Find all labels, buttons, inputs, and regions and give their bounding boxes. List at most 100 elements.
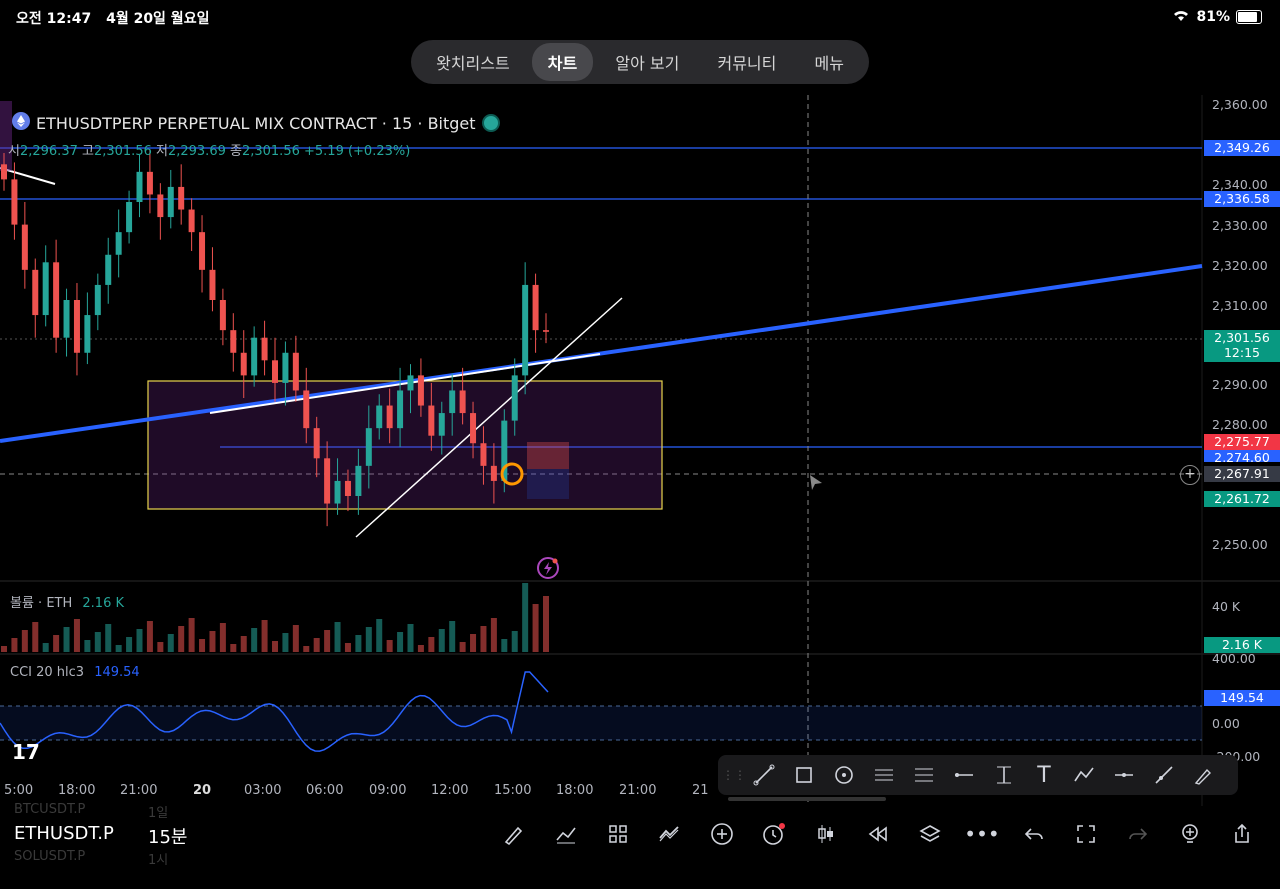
alert-clock-icon[interactable] [748,816,800,852]
candle-body [115,232,122,255]
volume-bar [167,634,174,652]
path-tool-icon[interactable] [1068,759,1100,791]
candle-body [105,254,112,285]
strategy-icon[interactable] [644,816,696,852]
trend-line-tool-icon[interactable] [748,759,780,791]
position-stop-zone [527,442,569,469]
candle-body [11,179,18,225]
long-position-tool-icon[interactable] [988,759,1020,791]
level-label-1[interactable]: 2,349.26 [1204,140,1280,156]
candle-body [84,315,91,353]
add-alert-icon[interactable]: + [1180,465,1200,485]
replay-icon[interactable] [852,816,904,852]
horizontal-line-tool-icon[interactable] [1108,759,1140,791]
battery-percent: 81% [1196,9,1230,25]
bottom-bar [0,806,1280,889]
symbol-legend[interactable]: ETHUSDTPERP PERPETUAL MIX CONTRACT · 15 … [12,112,500,134]
tab-menu[interactable]: 메뉴 [814,54,844,73]
volume-label: 볼륨 · ETH [10,596,73,611]
level-label-2[interactable]: 2,336.58 [1204,191,1280,207]
candle-body [146,171,153,195]
close-value: 2,301.56 [241,144,300,159]
price-tick: 2,320.00 [1212,258,1268,273]
chart-canvas[interactable]: 17 [0,95,1280,806]
add-icon[interactable] [696,816,748,852]
idea-icon[interactable] [1164,816,1216,852]
rectangle-tool-icon[interactable] [788,759,820,791]
volume-bar [470,634,477,652]
redo-icon[interactable] [1112,816,1164,852]
layers-icon[interactable] [904,816,956,852]
tab-chart[interactable]: 차트 [531,43,594,81]
tab-watchlist[interactable]: 왓치리스트 [436,54,510,73]
candle-body [240,352,247,376]
volume-bar [146,621,153,652]
cci-axis-tick: 400.00 [1212,651,1256,666]
fib-retracement-tool-icon[interactable] [868,759,900,791]
horizontal-ray-tool-icon[interactable] [948,759,980,791]
toolbar-scroll-indicator[interactable] [728,797,886,801]
cci-badge: 149.54 [1204,690,1280,706]
volume-bar [230,644,237,652]
ray-tool-icon[interactable] [1148,759,1180,791]
candle-body [126,202,133,233]
fullscreen-icon[interactable] [1060,816,1112,852]
price-tick: 2,360.00 [1212,97,1268,112]
candle-body [428,405,435,436]
candle-body [178,186,185,210]
cci-legend[interactable]: CCI 20 hlc3 149.54 [10,665,140,680]
candle-type-icon[interactable] [800,816,852,852]
position-target-zone [527,469,569,499]
candle-body [63,300,70,338]
ethereum-icon [12,112,30,134]
indicators-icon[interactable] [540,816,592,852]
candle-body [511,375,518,421]
candle-body [324,458,331,504]
brush-tool-icon[interactable] [1188,759,1220,791]
fib-extension-tool-icon[interactable] [908,759,940,791]
volume-bar [511,631,518,652]
blue-level-label: 2,274.60 [1204,450,1280,462]
volume-series [1,583,549,652]
share-icon[interactable] [1216,816,1268,852]
undo-icon[interactable] [1008,816,1060,852]
tab-explore[interactable]: 알아 보기 [615,54,680,73]
high-value: 2,301.56 [93,144,152,159]
volume-bar [292,625,299,652]
candle-body [261,337,268,361]
pen-icon[interactable] [488,816,540,852]
tab-community[interactable]: 커뮤니티 [717,54,777,73]
text-tool-icon[interactable]: T [1037,762,1051,788]
ghost-interval: 1시 [148,853,169,868]
volume-bar [501,639,508,652]
candle-body [334,480,341,504]
circle-tool-icon[interactable] [828,759,860,791]
volume-bar [199,639,206,652]
candle-body [344,480,351,496]
candle-body [251,337,258,376]
entry-marker [500,462,524,486]
top-nav: 왓치리스트 차트 알아 보기 커뮤니티 메뉴 [411,40,869,84]
volume-bar [282,633,289,652]
candle-body [272,360,278,383]
volume-bar [438,629,445,652]
drag-handle-icon[interactable]: ⋮⋮ [722,768,746,782]
white-trend-line-rising [355,297,623,538]
volume-legend[interactable]: 볼륨 · ETH 2.16 K [10,592,124,611]
symbol-picker[interactable]: ETHUSDT.P [14,823,114,844]
time-tick: 21 [692,783,709,798]
ghost-interval: 1일 [148,806,169,821]
candle-body [459,390,466,414]
candle-body [438,413,445,436]
volume-bar [115,645,122,652]
layout-grid-icon[interactable] [592,816,644,852]
volume-bar [240,636,247,652]
time-tick: 09:00 [369,783,407,798]
more-icon[interactable]: ••• [964,822,1000,846]
volume-bar [376,619,383,652]
interval-picker[interactable]: 15분 [148,827,188,848]
cci-line [0,671,549,752]
volume-bar [449,621,456,652]
cci-axis-tick: 0.00 [1212,716,1240,731]
candle-body [397,390,404,429]
